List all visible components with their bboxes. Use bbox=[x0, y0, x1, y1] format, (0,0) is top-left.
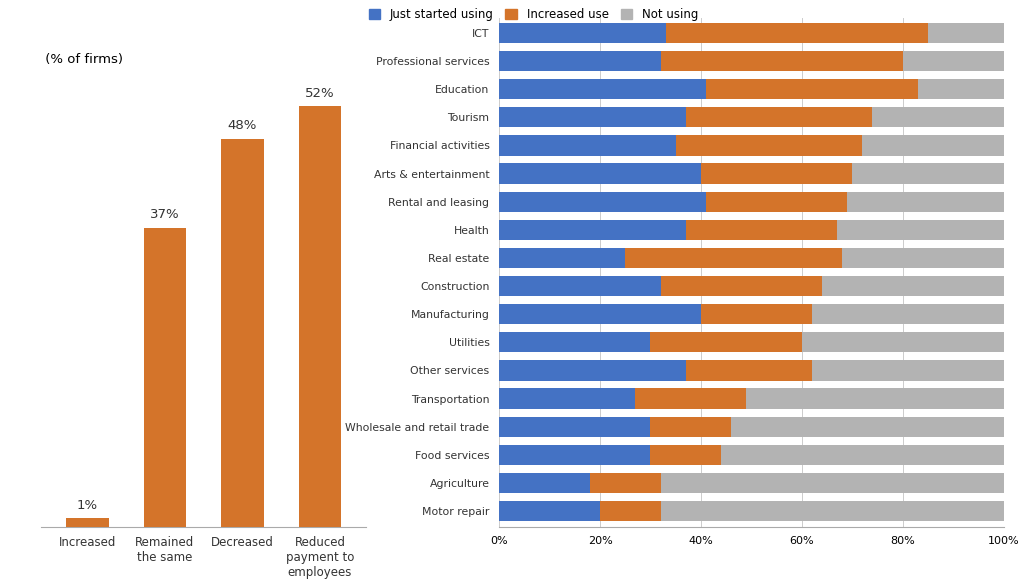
Bar bbox=[650, 332, 802, 352]
Bar bbox=[872, 107, 1004, 128]
Bar bbox=[499, 248, 626, 268]
Bar bbox=[299, 106, 341, 526]
Text: 1%: 1% bbox=[77, 499, 98, 512]
Bar bbox=[499, 107, 686, 128]
Bar bbox=[660, 501, 1004, 521]
Bar bbox=[862, 135, 1004, 156]
Bar bbox=[746, 388, 1004, 409]
Legend: Just started using, Increased use, Not using: Just started using, Increased use, Not u… bbox=[364, 3, 702, 26]
Text: 52%: 52% bbox=[305, 87, 335, 100]
Bar bbox=[499, 332, 650, 352]
Bar bbox=[706, 79, 918, 99]
Bar bbox=[721, 445, 1004, 465]
Bar bbox=[731, 417, 1004, 437]
Bar bbox=[221, 139, 264, 526]
Bar bbox=[499, 360, 686, 381]
Text: (% of firms): (% of firms) bbox=[41, 53, 123, 67]
Bar bbox=[700, 304, 812, 324]
Bar bbox=[700, 163, 852, 184]
Bar bbox=[499, 220, 686, 240]
Bar bbox=[686, 360, 812, 381]
Bar bbox=[852, 163, 1004, 184]
Bar bbox=[499, 473, 590, 493]
Bar bbox=[666, 23, 928, 43]
Bar bbox=[499, 501, 600, 521]
Bar bbox=[499, 163, 700, 184]
Bar bbox=[847, 192, 1004, 212]
Bar bbox=[706, 192, 847, 212]
Bar bbox=[600, 501, 660, 521]
Bar bbox=[660, 473, 1004, 493]
Bar bbox=[499, 192, 706, 212]
Bar bbox=[499, 445, 650, 465]
Bar bbox=[686, 107, 872, 128]
Bar bbox=[902, 51, 1004, 71]
Bar bbox=[499, 417, 650, 437]
Bar bbox=[590, 473, 660, 493]
Bar bbox=[812, 304, 1004, 324]
Bar bbox=[499, 23, 666, 43]
Text: 48%: 48% bbox=[227, 119, 257, 132]
Bar bbox=[650, 417, 731, 437]
Bar bbox=[837, 220, 1004, 240]
Bar bbox=[802, 332, 1004, 352]
Bar bbox=[842, 248, 1004, 268]
Bar bbox=[143, 228, 186, 526]
Bar bbox=[499, 79, 706, 99]
Text: 37%: 37% bbox=[151, 208, 180, 221]
Bar bbox=[918, 79, 1004, 99]
Bar bbox=[626, 248, 842, 268]
Bar bbox=[499, 51, 660, 71]
Bar bbox=[812, 360, 1004, 381]
Bar bbox=[499, 276, 660, 296]
Bar bbox=[499, 135, 676, 156]
Bar bbox=[499, 388, 635, 409]
Bar bbox=[822, 276, 1004, 296]
Bar bbox=[660, 276, 822, 296]
Bar bbox=[686, 220, 837, 240]
Bar bbox=[499, 304, 700, 324]
Bar bbox=[635, 388, 746, 409]
Bar bbox=[928, 23, 1004, 43]
Bar bbox=[660, 51, 902, 71]
Bar bbox=[676, 135, 862, 156]
Bar bbox=[650, 445, 721, 465]
Bar bbox=[67, 518, 109, 527]
